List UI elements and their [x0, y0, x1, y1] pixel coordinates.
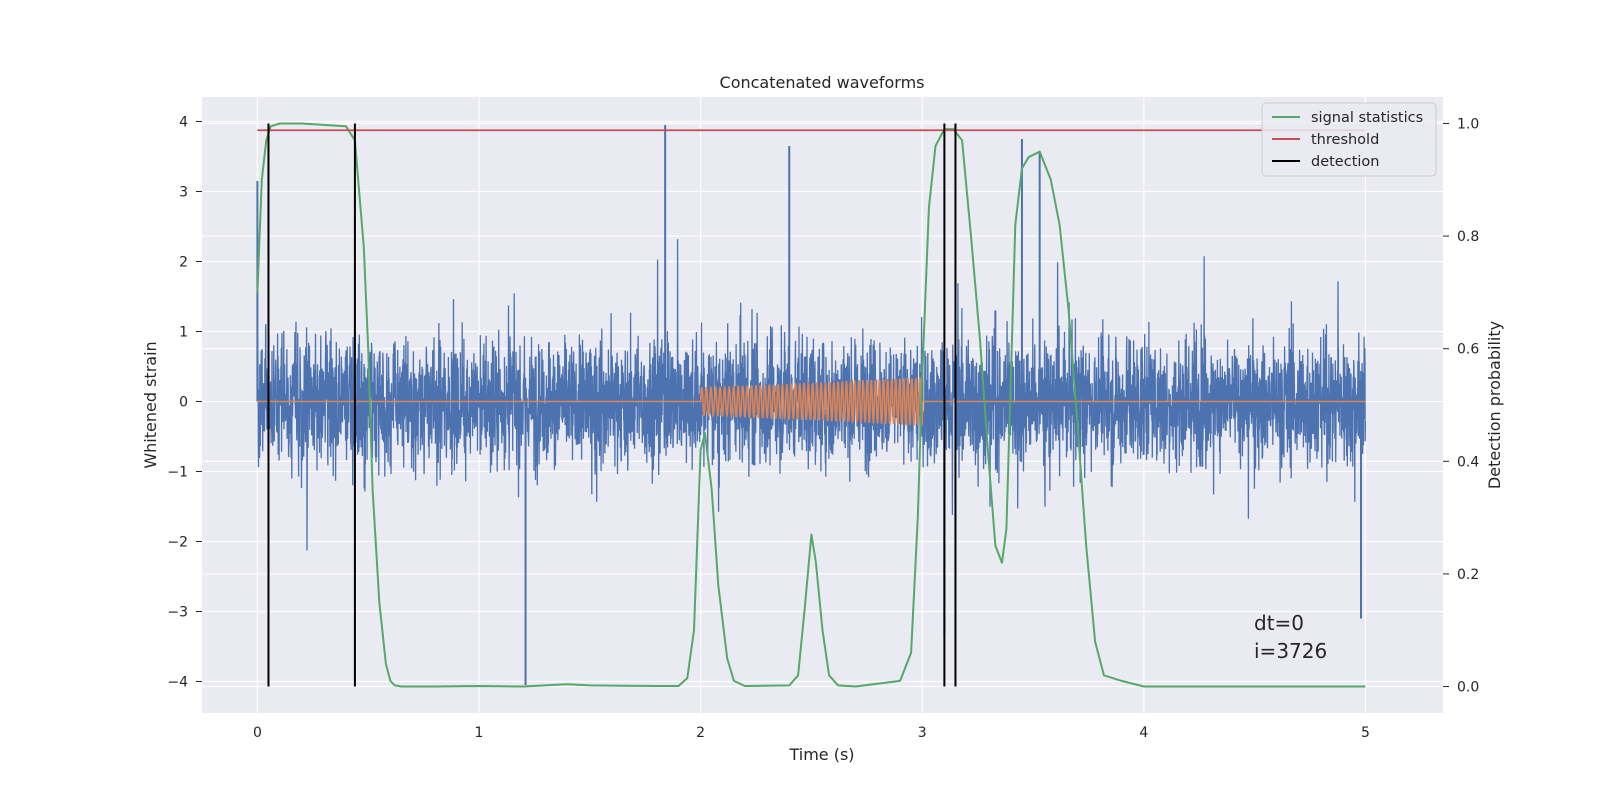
- signal-statistics-line: [256, 122, 1366, 688]
- x-axis-label: Time (s): [788, 745, 854, 764]
- y-tick-label-left: −4: [167, 675, 188, 691]
- y-tick-label-left: −3: [167, 605, 188, 621]
- ticks: 0 1 2 3 4 5 −4 −3 −2 −1 0 1 2 3 4 0.0 0.2 0.4 0.6 0.8 1.0: [167, 115, 1479, 742]
- chirp-series-line: [257, 377, 1366, 427]
- legend-label-detection: detection: [1311, 154, 1379, 170]
- legend-frame: [1261, 102, 1437, 177]
- y-tick-label-left: 4: [179, 115, 188, 131]
- y-tick-label-left: 2: [179, 255, 188, 271]
- y-tick-label-right: 0.0: [1457, 680, 1479, 696]
- legend-label-signal-statistics: signal statistics: [1311, 110, 1423, 126]
- y-axis-label-left: Whitened strain: [141, 341, 160, 468]
- annotation-dt: dt=0: [1254, 611, 1304, 635]
- y-tick-label-right: 0.2: [1457, 567, 1479, 583]
- x-tick-label: 3: [918, 725, 927, 741]
- y-tick-label-left: 1: [179, 325, 188, 341]
- plot-area: [256, 122, 1367, 688]
- y-tick-label-left: 0: [179, 395, 188, 411]
- y-tick-label-left: −2: [167, 535, 188, 551]
- x-tick-label: 5: [1361, 725, 1370, 741]
- x-tick-label: 2: [696, 725, 705, 741]
- legend-label-threshold: threshold: [1311, 132, 1379, 148]
- x-tick-label: 0: [253, 725, 262, 741]
- y-tick-label-left: −1: [167, 465, 188, 481]
- y-tick-label-right: 0.4: [1457, 454, 1479, 470]
- y-tick-label-left: 3: [179, 185, 188, 201]
- annotation-index: i=3726: [1254, 639, 1327, 663]
- y-tick-label-right: 0.6: [1457, 342, 1479, 358]
- y-tick-label-right: 1.0: [1457, 116, 1479, 132]
- chart-title: Concatenated waveforms: [720, 73, 925, 92]
- legend: signal statistics threshold detection: [1261, 102, 1437, 177]
- y-axis-label-right: Detection probability: [1485, 321, 1504, 489]
- y-tick-label-right: 0.8: [1457, 229, 1479, 245]
- x-tick-label: 4: [1139, 725, 1148, 741]
- strain-series-line: [256, 239, 1367, 551]
- x-tick-label: 1: [475, 725, 484, 741]
